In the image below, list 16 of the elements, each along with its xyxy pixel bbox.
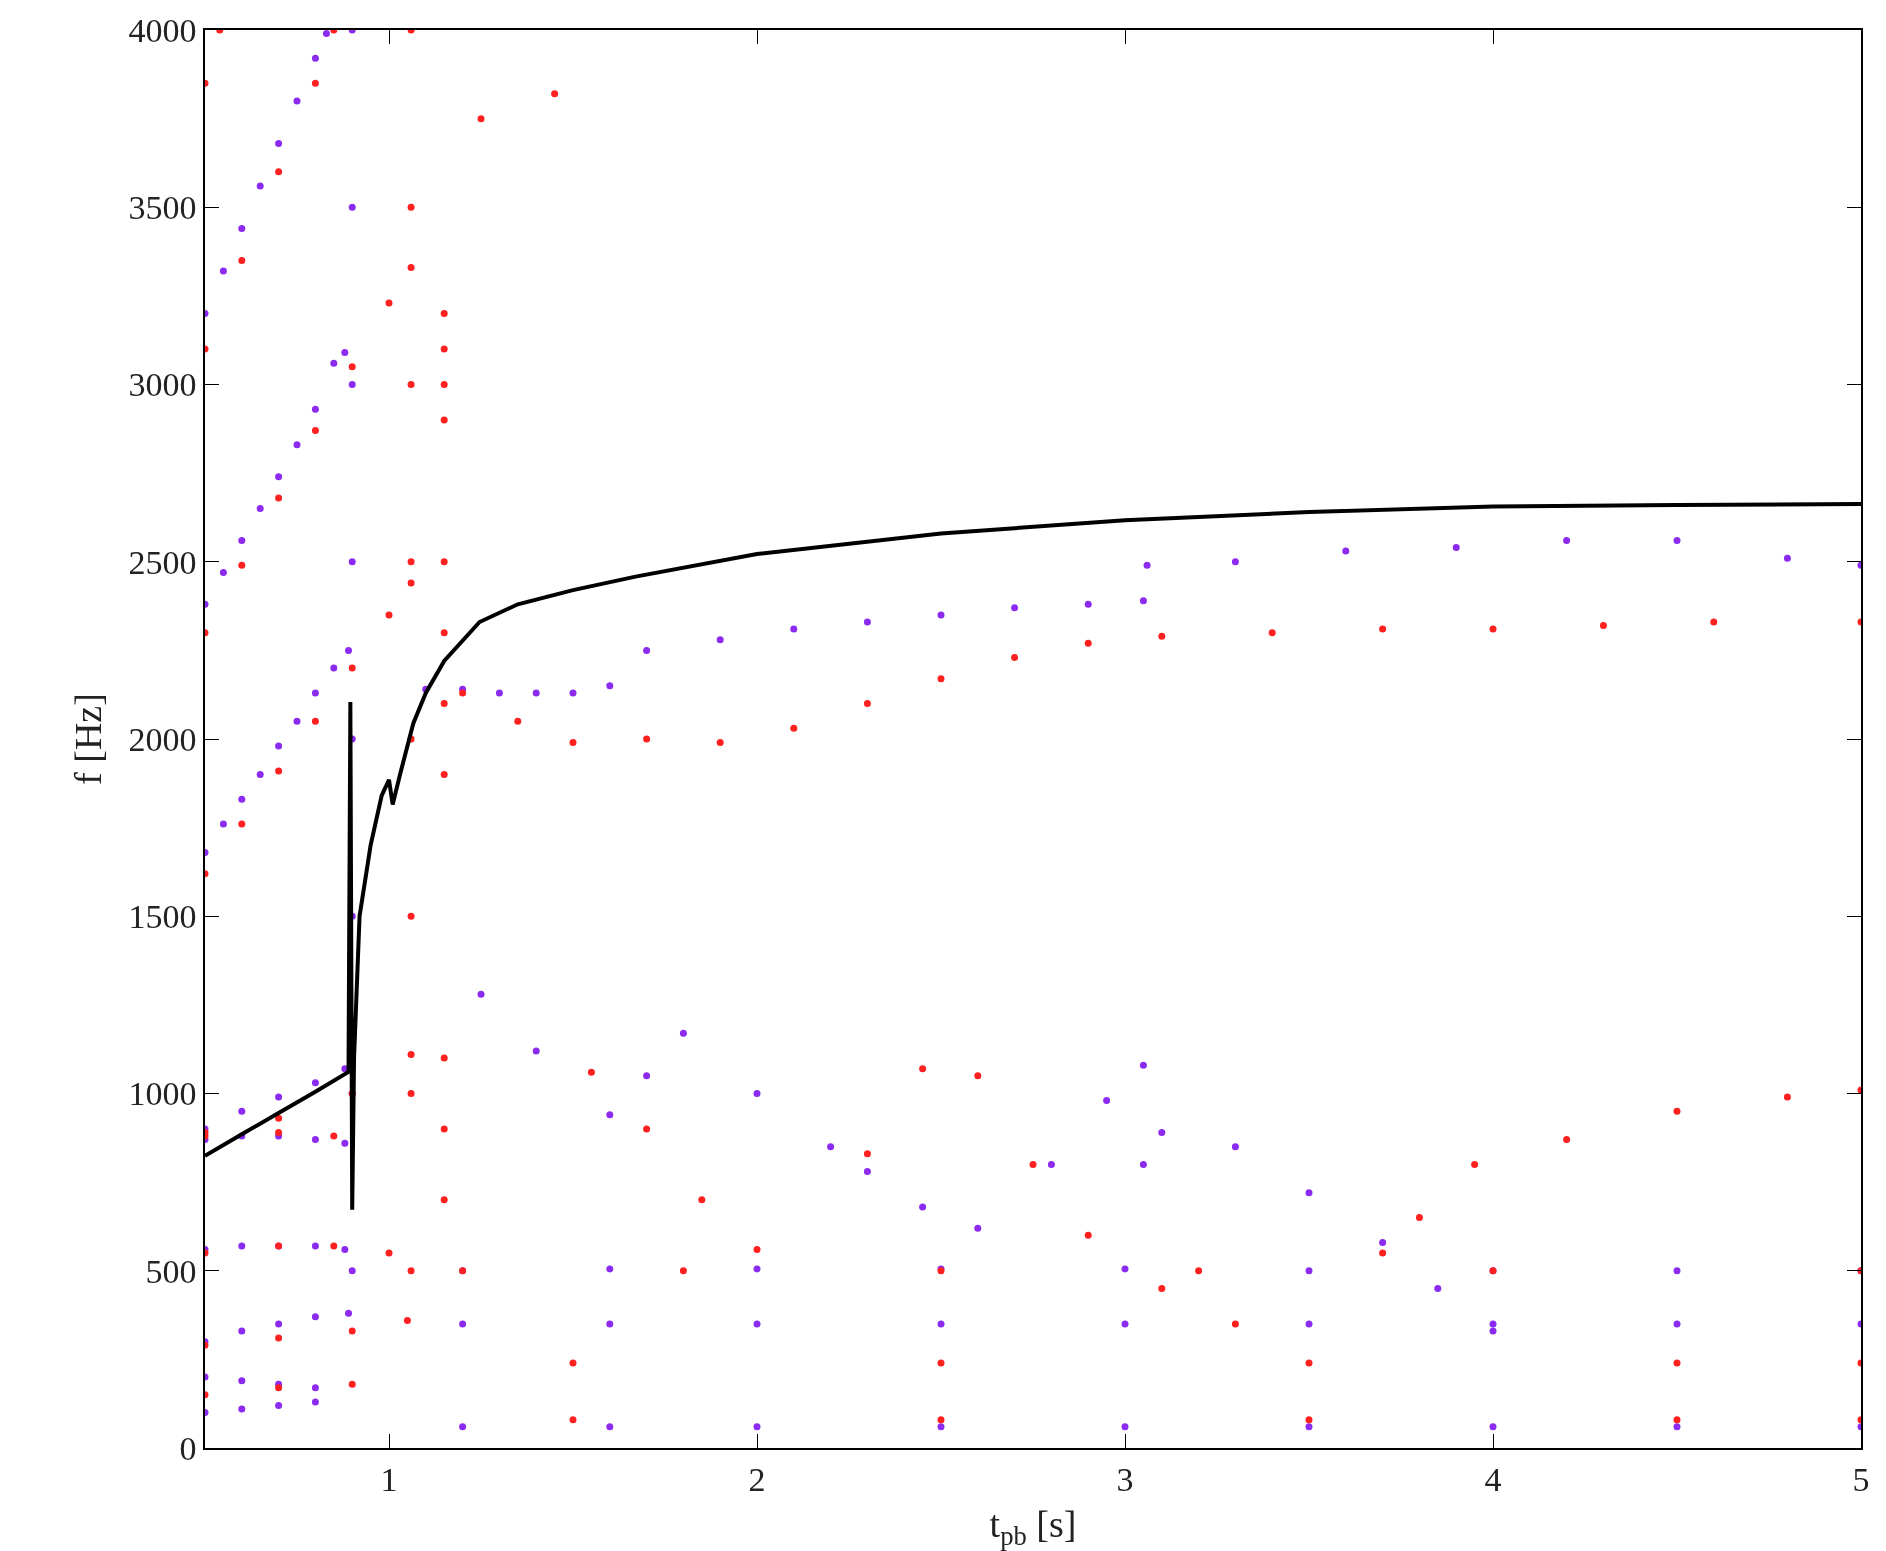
y-tick-label: 2000 xyxy=(128,720,197,758)
y-tick-label: 3000 xyxy=(128,366,197,404)
x-tick-label: 2 xyxy=(748,1460,766,1498)
y-tick-label: 0 xyxy=(179,1429,197,1467)
y-tick-label: 1000 xyxy=(128,1075,197,1113)
y-tick-label: 2500 xyxy=(128,543,197,581)
x-axis-title: t$_{pb}$ [s] xyxy=(989,1503,1077,1551)
y-tick-label: 1500 xyxy=(128,898,197,936)
y-axis-title: f [Hz] xyxy=(67,693,110,785)
y-tick-label: 3500 xyxy=(128,189,197,227)
x-tick-label: 3 xyxy=(1116,1460,1134,1498)
y-tick-label: 4000 xyxy=(128,11,197,49)
y-tick-label: 500 xyxy=(145,1252,197,1290)
x-tick-label: 5 xyxy=(1852,1460,1870,1498)
x-tick-label: 4 xyxy=(1484,1460,1502,1498)
x-tick-label: 1 xyxy=(380,1460,398,1498)
